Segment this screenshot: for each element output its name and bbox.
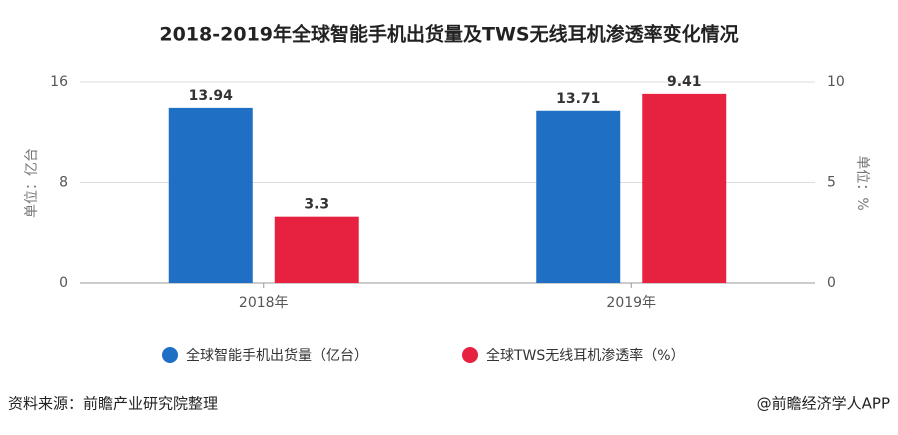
bar xyxy=(168,107,253,283)
bar xyxy=(274,216,359,283)
credit: @前瞻经济学人APP xyxy=(757,395,890,413)
y-tick-label: 0 xyxy=(59,275,68,291)
legend-swatch xyxy=(462,347,478,363)
data-label: 13.71 xyxy=(556,91,600,107)
x-tick-label: 2018年 xyxy=(239,295,289,311)
legend-swatch xyxy=(162,347,178,363)
bar xyxy=(642,93,727,283)
bar xyxy=(536,110,621,283)
y2-axis-label: 单位：% xyxy=(854,155,870,210)
data-label: 3.3 xyxy=(304,197,329,213)
y-tick-label: 8 xyxy=(59,175,68,191)
y2-tick-label: 0 xyxy=(827,275,836,291)
x-tick-label: 2019年 xyxy=(606,295,656,311)
y2-tick-label: 5 xyxy=(827,175,836,191)
legend-label: 全球智能手机出货量（亿台） xyxy=(186,347,368,364)
legend-label: 全球TWS无线耳机渗透率（%） xyxy=(486,347,685,364)
data-label: 9.41 xyxy=(667,74,702,90)
y-tick-label: 16 xyxy=(50,74,68,90)
y-axis-label: 单位：亿台 xyxy=(24,148,40,218)
y2-tick-label: 10 xyxy=(827,74,845,90)
data-label: 13.94 xyxy=(189,88,234,104)
chart-title: 2018-2019年全球智能手机出货量及TWS无线耳机渗透率变化情况 xyxy=(159,23,738,46)
source-note: 资料来源：前瞻产业研究院整理 xyxy=(8,395,218,413)
